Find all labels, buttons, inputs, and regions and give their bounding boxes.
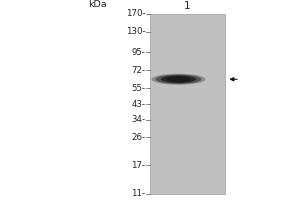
Ellipse shape bbox=[156, 75, 202, 84]
Text: 11-: 11- bbox=[131, 190, 146, 198]
Text: 17-: 17- bbox=[131, 161, 146, 170]
Text: 55-: 55- bbox=[131, 84, 146, 93]
Text: 170-: 170- bbox=[126, 9, 146, 19]
Text: 95-: 95- bbox=[131, 48, 146, 57]
Text: kDa: kDa bbox=[88, 0, 106, 9]
Ellipse shape bbox=[152, 74, 206, 85]
Text: 1: 1 bbox=[184, 1, 191, 11]
Ellipse shape bbox=[166, 76, 191, 82]
Text: 72-: 72- bbox=[131, 66, 146, 75]
Text: 34-: 34- bbox=[131, 115, 146, 124]
Text: 43-: 43- bbox=[131, 100, 146, 109]
Bar bbox=[150, 14, 225, 194]
Text: 130-: 130- bbox=[126, 27, 146, 36]
Text: 26-: 26- bbox=[131, 133, 146, 142]
Ellipse shape bbox=[161, 75, 196, 83]
